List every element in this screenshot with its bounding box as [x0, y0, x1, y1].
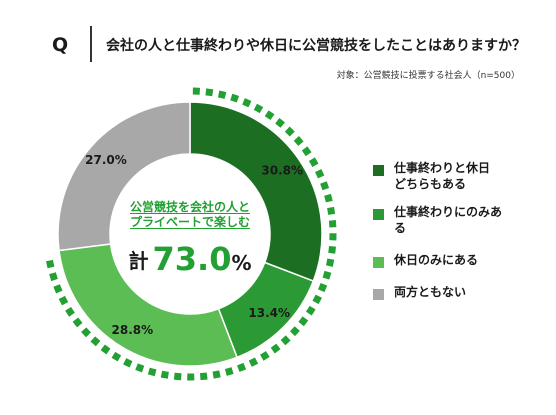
- center-total-prefix: 計: [128, 249, 149, 273]
- legend-swatch-after-work: [373, 209, 384, 220]
- legend-swatch-both: [373, 165, 384, 176]
- center-total: 計 73.0%: [110, 240, 270, 278]
- donut-slice-label-1: 13.4%: [248, 306, 290, 320]
- legend: 仕事終わりと休日 どちらもある 仕事終わりにのみある 休日のみにある 両方ともない: [373, 160, 504, 300]
- center-caption: 公営競技を会社の人と プライベートで楽しむ: [110, 200, 270, 230]
- center-caption-line1: 公営競技を会社の人と: [129, 200, 250, 214]
- legend-label-holiday: 休日のみにある: [394, 253, 479, 267]
- donut-slice-3: [57, 101, 191, 252]
- legend-label-neither: 両方ともない: [394, 285, 467, 299]
- center-total-value: 73.0: [152, 240, 232, 278]
- legend-item-holiday: 休日のみにある: [373, 252, 504, 268]
- question-mark: Q: [52, 34, 69, 56]
- donut-slice-0: [189, 101, 323, 283]
- legend-swatch-neither: [373, 289, 384, 300]
- donut-slice-label-2: 28.8%: [112, 323, 154, 337]
- legend-item-neither: 両方ともない: [373, 284, 504, 300]
- survey-target-note: 対象：公営競技に投票する社会人（n=500）: [336, 71, 520, 81]
- question-text: 会社の人と仕事終わりや休日に公営競技をしたことはありますか？: [106, 38, 526, 54]
- legend-label-after-work: 仕事終わりにのみある: [394, 205, 503, 235]
- legend-item-after-work: 仕事終わりにのみある: [373, 204, 504, 236]
- question-divider: [90, 26, 92, 62]
- center-total-percent: %: [231, 251, 252, 275]
- legend-swatch-holiday: [373, 257, 384, 268]
- legend-item-both: 仕事終わりと休日 どちらもある: [373, 160, 504, 192]
- donut-slice-2: [58, 243, 239, 367]
- legend-label-both: 仕事終わりと休日 どちらもある: [394, 161, 491, 191]
- donut-slice-label-0: 30.8%: [261, 163, 303, 177]
- donut-slice-label-3: 27.0%: [85, 153, 127, 167]
- highlight-dashed-arc: [45, 87, 337, 381]
- center-caption-line2: プライベートで楽しむ: [129, 215, 250, 229]
